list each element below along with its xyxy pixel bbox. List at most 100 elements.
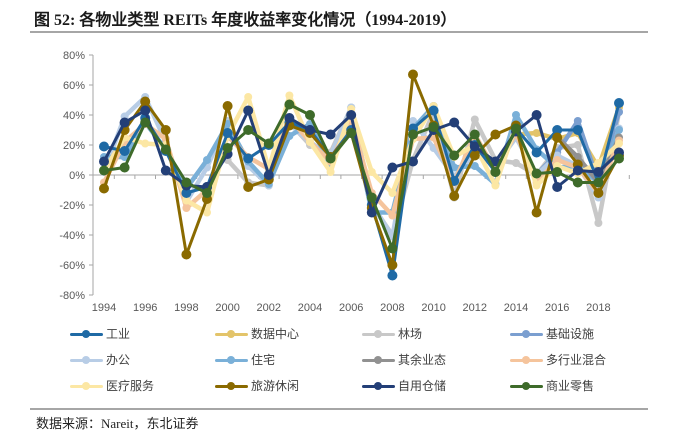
data-point: [366, 192, 377, 203]
data-point: [202, 188, 212, 198]
data-point: [387, 162, 398, 173]
data-point: [614, 98, 624, 108]
data-point: [305, 125, 315, 135]
source-note: 数据来源：Nareit，东北证券: [36, 416, 199, 431]
data-point: [99, 165, 109, 176]
data-point: [408, 69, 418, 80]
x-tick-label: 2008: [380, 302, 404, 314]
data-point: [470, 162, 479, 170]
legend-swatch-icon: [215, 353, 248, 367]
data-point: [594, 219, 603, 227]
data-point: [243, 182, 254, 192]
data-point: [243, 153, 254, 164]
data-point: [593, 177, 604, 188]
data-point: [284, 113, 295, 123]
legend-item: 旅游休闲: [215, 377, 299, 394]
data-point: [490, 129, 501, 140]
y-tick-label: 20%: [63, 140, 85, 152]
data-point: [326, 168, 335, 176]
legend-item: 其余业态: [362, 351, 446, 368]
legend-label: 数据中心: [251, 327, 300, 341]
data-point: [181, 249, 192, 260]
data-point: [387, 270, 398, 281]
legend-label: 多行业混合: [546, 353, 607, 367]
data-point: [532, 181, 541, 190]
data-point: [552, 132, 563, 143]
data-point: [614, 153, 624, 164]
data-point: [449, 150, 460, 161]
data-point: [181, 188, 192, 198]
legend-swatch-icon: [70, 379, 103, 393]
legend-item: 林场: [362, 325, 422, 342]
data-point: [552, 125, 563, 135]
y-tick-label: 0%: [69, 170, 85, 182]
data-point: [346, 110, 357, 120]
data-point: [531, 168, 542, 179]
data-point: [490, 167, 501, 177]
data-point: [99, 141, 109, 152]
data-point: [181, 177, 192, 188]
data-point: [182, 196, 191, 205]
title-divider: [30, 31, 648, 33]
legend-label: 住宅: [251, 353, 276, 367]
data-point: [306, 138, 314, 146]
legend-label: 林场: [398, 327, 423, 341]
series-11: [99, 99, 624, 254]
data-point: [160, 165, 171, 176]
data-point: [512, 159, 520, 167]
data-point: [203, 208, 211, 217]
data-point: [243, 125, 254, 135]
x-tick-label: 2016: [545, 302, 569, 314]
data-point: [182, 204, 191, 212]
data-point: [593, 188, 604, 198]
data-point: [243, 105, 254, 116]
data-point: [428, 105, 439, 116]
y-tick-label: 60%: [63, 80, 85, 92]
legend-label: 商业零售: [546, 379, 595, 393]
legend-swatch-icon: [510, 327, 543, 341]
y-tick-label: -60%: [59, 260, 85, 272]
data-point: [222, 128, 233, 138]
data-point: [469, 150, 480, 161]
data-point: [141, 139, 150, 148]
data-point: [263, 170, 274, 180]
x-tick-label: 1996: [133, 302, 157, 314]
legend-swatch-icon: [510, 353, 543, 367]
data-point: [512, 111, 520, 119]
y-tick-label: 40%: [63, 110, 85, 122]
data-point: [572, 177, 583, 188]
legend-item: 商业零售: [510, 377, 594, 394]
data-point: [346, 128, 357, 138]
x-tick-label: 2000: [215, 302, 239, 314]
data-point: [285, 91, 294, 100]
data-point: [470, 115, 479, 124]
data-point: [469, 141, 480, 152]
legend-label: 基础设施: [546, 327, 595, 341]
data-point: [367, 168, 376, 176]
x-tick-label: 1998: [174, 302, 198, 314]
data-point: [469, 129, 480, 140]
data-point: [449, 191, 460, 201]
y-tick-label: -20%: [59, 200, 85, 212]
data-point: [408, 156, 418, 167]
data-point: [222, 143, 233, 153]
legend-item: 住宅: [215, 351, 275, 368]
data-point: [263, 138, 274, 149]
figure-title: 图 52: 各物业类型 REITs 年度收益率变化情况（1994-2019）: [34, 12, 457, 29]
data-point: [99, 183, 109, 194]
legend-swatch-icon: [362, 327, 395, 341]
legend-item: 工业: [70, 325, 130, 342]
data-point: [573, 141, 582, 149]
x-tick-label: 2006: [339, 302, 363, 314]
data-point: [428, 122, 439, 132]
legend-item: 多行业混合: [510, 351, 606, 368]
legend-label: 旅游休闲: [251, 379, 300, 393]
data-point: [284, 99, 295, 110]
legend-item: 医疗服务: [70, 377, 154, 394]
data-point: [553, 156, 562, 164]
data-point: [325, 153, 336, 164]
data-point: [388, 211, 397, 220]
data-point: [511, 123, 521, 134]
legend-swatch-icon: [510, 379, 543, 393]
data-point: [160, 125, 171, 135]
